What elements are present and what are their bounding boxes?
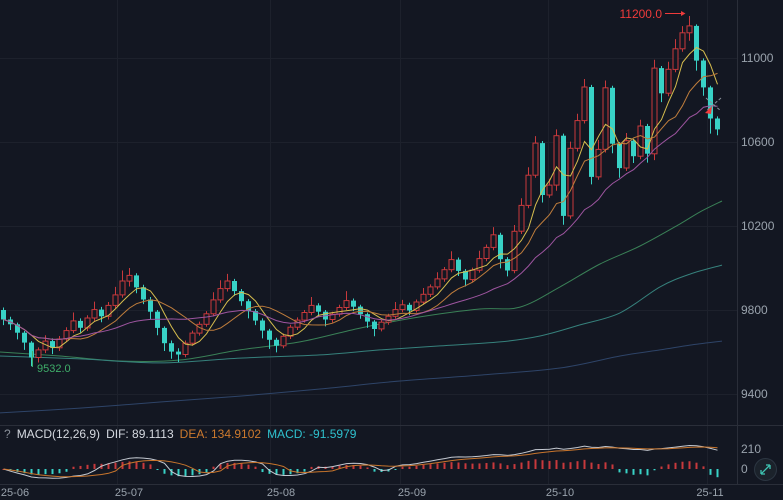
high-price-label: 11200.0 xyxy=(620,7,663,21)
price-axis-label: 10600 xyxy=(741,135,775,149)
ma-line-p10 xyxy=(3,72,718,340)
low-price-label: 9532.0 xyxy=(37,363,71,375)
macd-indicator-header: ? MACD(12,26,9) DIF: 89.1113 DEA: 134.91… xyxy=(4,427,356,441)
price-axis-label: 9400 xyxy=(741,387,768,401)
macd-dif-line xyxy=(3,444,718,479)
long-ma-lines xyxy=(0,200,723,414)
ma-line-green xyxy=(0,200,723,362)
gridlines xyxy=(0,0,737,484)
date-label: 25-11 xyxy=(696,487,723,499)
price-axis: 11000 10600 10200 9800 9400 xyxy=(741,51,775,401)
ma-line-navy xyxy=(0,340,723,414)
price-axis-label: 10200 xyxy=(741,219,775,233)
macd-title[interactable]: MACD(12,26,9) xyxy=(16,427,101,441)
ma-line-p5 xyxy=(3,46,718,349)
macd-dea-value: DEA: 134.9102 xyxy=(179,427,262,441)
date-label: 25-07 xyxy=(115,487,143,499)
date-axis[interactable]: 25-06 25-07 25-08 25-09 25-10 25-11 xyxy=(1,487,724,499)
price-axis-label: 9800 xyxy=(741,303,768,317)
price-axis-label: 11000 xyxy=(741,51,774,65)
ma-line-teal xyxy=(0,264,723,364)
macd-axis-label: 210 xyxy=(741,442,761,456)
help-icon[interactable]: ? xyxy=(4,427,11,441)
macd-axis-label: 0 xyxy=(741,462,748,476)
candles xyxy=(1,16,720,367)
date-label: 25-09 xyxy=(398,487,426,499)
annotations: 11200.0 9532.0 xyxy=(32,7,722,375)
date-label: 25-10 xyxy=(546,487,574,499)
macd-macd-value: MACD: -91.5979 xyxy=(267,427,357,441)
ma-line-p20 xyxy=(3,105,718,340)
fit-view-button[interactable] xyxy=(754,458,777,481)
date-label: 25-06 xyxy=(1,487,29,499)
fit-view-icon xyxy=(760,464,771,475)
macd-dif-value: DIF: 89.1113 xyxy=(106,427,174,441)
macd-dea-line xyxy=(3,446,718,478)
date-label: 25-08 xyxy=(267,487,295,499)
